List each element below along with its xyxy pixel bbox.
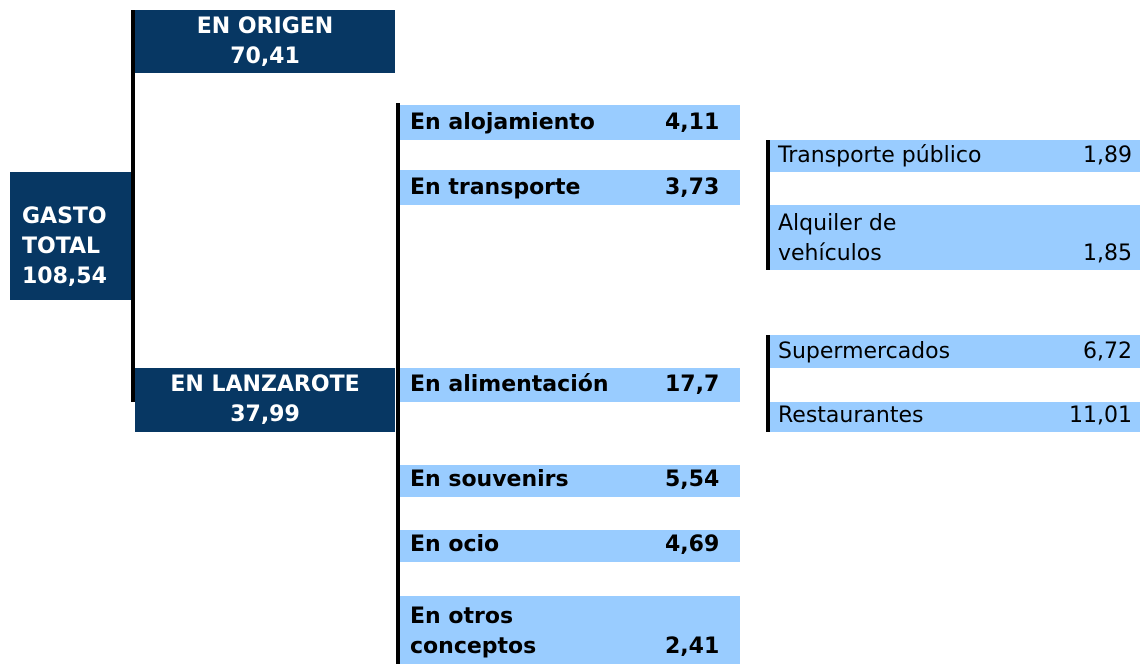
branch-label: EN LANZAROTE xyxy=(170,372,360,397)
category-value: 3,73 xyxy=(665,175,720,200)
category-box: En alojamiento 4,11 xyxy=(400,105,740,140)
connector xyxy=(766,335,770,432)
root-label: GASTO TOTAL xyxy=(22,204,107,259)
branch-box: EN LANZAROTE 37,99 xyxy=(135,368,395,432)
subcategory-label: Transporte público xyxy=(778,143,982,168)
category-box: En otros conceptos 2,41 xyxy=(400,596,740,664)
subcategory-label: Alquiler de vehículos xyxy=(778,211,897,266)
branch-box: EN ORIGEN 70,41 xyxy=(135,10,395,73)
branch-label: EN ORIGEN xyxy=(196,14,334,39)
category-value: 4,69 xyxy=(665,532,720,557)
subcategory-value: 11,01 xyxy=(1069,403,1132,428)
category-value: 17,7 xyxy=(665,372,720,397)
category-box: En souvenirs 5,54 xyxy=(400,465,740,497)
category-label: En souvenirs xyxy=(410,467,569,492)
category-label: En transporte xyxy=(410,175,581,200)
category-label: En otros conceptos xyxy=(410,604,537,659)
branch-value: 37,99 xyxy=(230,402,300,427)
category-box: En alimentación 17,7 xyxy=(400,368,740,402)
category-value: 2,41 xyxy=(665,634,720,659)
subcategory-box: Restaurantes 11,01 xyxy=(770,402,1140,432)
connector xyxy=(131,10,135,402)
branch-value: 70,41 xyxy=(230,44,300,69)
category-label: En ocio xyxy=(410,532,500,557)
category-box: En ocio 4,69 xyxy=(400,530,740,562)
subcategory-box: Supermercados 6,72 xyxy=(770,335,1140,368)
subcategory-value: 1,89 xyxy=(1083,143,1132,168)
subcategory-box: Alquiler de vehículos 1,85 xyxy=(770,205,1140,270)
category-label: En alojamiento xyxy=(410,110,595,135)
root-value: 108,54 xyxy=(22,264,107,289)
category-box: En transporte 3,73 xyxy=(400,170,740,205)
subcategory-box: Transporte público 1,89 xyxy=(770,140,1140,172)
subcategory-label: Supermercados xyxy=(778,339,951,364)
category-label: En alimentación xyxy=(410,372,609,397)
category-value: 4,11 xyxy=(665,110,720,135)
connector xyxy=(396,103,400,664)
subcategory-value: 6,72 xyxy=(1083,339,1132,364)
subcategory-value: 1,85 xyxy=(1083,241,1132,266)
subcategory-label: Restaurantes xyxy=(778,403,924,428)
connector xyxy=(766,140,770,270)
category-value: 5,54 xyxy=(665,467,720,492)
root-box: GASTO TOTAL 108,54 xyxy=(10,172,135,300)
